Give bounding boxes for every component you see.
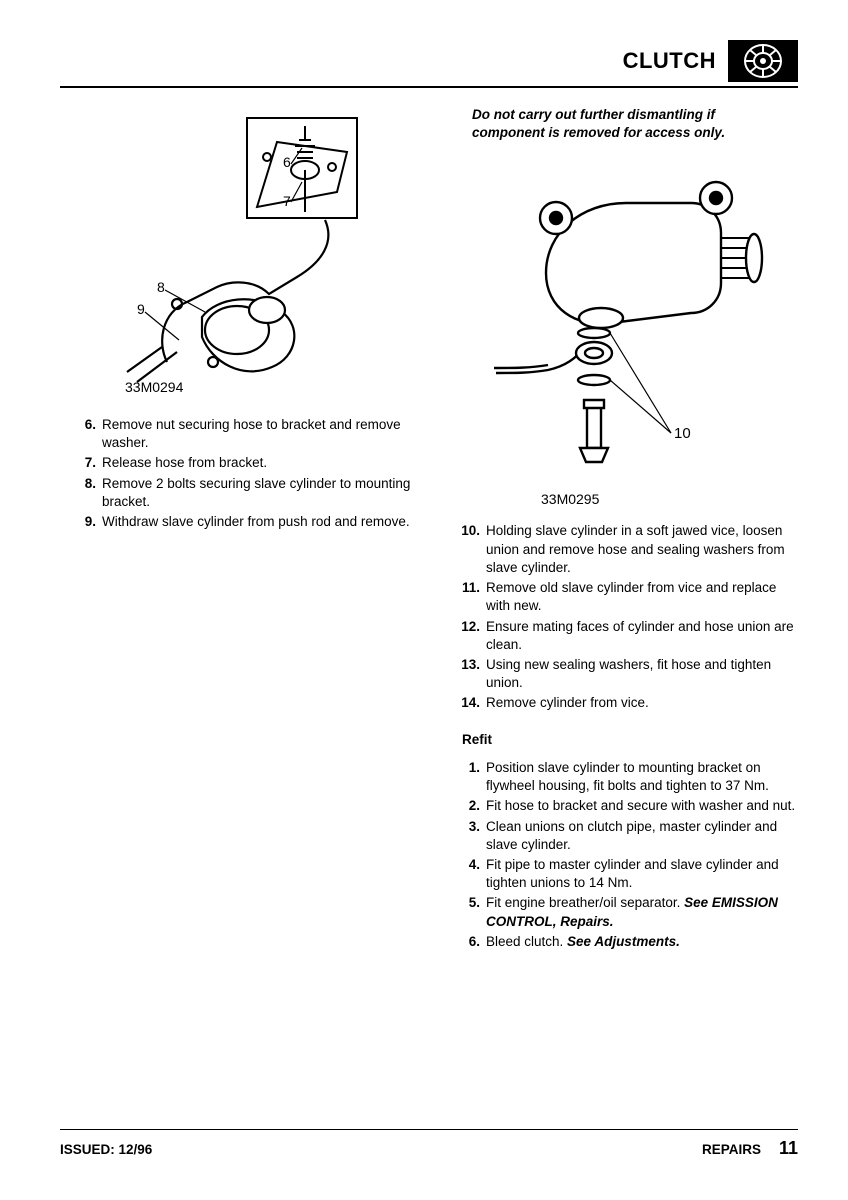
step-text: Holding slave cylinder in a soft jawed v… [486,522,798,577]
warning-line2: component is removed for access only. [472,125,725,140]
list-item: 2.Fit hose to bracket and secure with wa… [460,797,798,815]
page-header: CLUTCH [60,40,798,82]
step-num: 1. [460,759,486,795]
clutch-icon [728,40,798,82]
step-text: Remove 2 bolts securing slave cylinder t… [102,475,414,511]
step-num: 14. [460,694,486,712]
callout-10: 10 [674,425,691,442]
list-item: 8.Remove 2 bolts securing slave cylinder… [76,475,414,511]
footer-rule [60,1129,798,1130]
footer-row: ISSUED: 12/96 REPAIRS 11 [60,1136,798,1160]
callout-7: 7 [283,193,291,209]
left-steps: 6.Remove nut securing hose to bracket an… [60,416,414,531]
step-num: 6. [76,416,102,452]
list-item: 14.Remove cylinder from vice. [460,694,798,712]
step-text-plain: Fit engine breather/oil separator. [486,895,684,910]
step-text: Ensure mating faces of cylinder and hose… [486,618,798,654]
right-column: Do not carry out further dismantling if … [444,106,798,953]
header-rule [60,86,798,88]
list-item: 1.Position slave cylinder to mounting br… [460,759,798,795]
list-item: 6.Bleed clutch. See Adjustments. [460,933,798,951]
figure-ref-right: 33M0295 [541,491,600,507]
list-item: 5.Fit engine breather/oil separator. See… [460,894,798,930]
step-text-ref: See Adjustments. [567,934,680,949]
footer-page-number: 11 [779,1136,798,1160]
page-title: CLUTCH [623,46,716,76]
step-num: 3. [460,818,486,854]
content-columns: 6 7 8 9 [60,106,798,953]
list-item: 6.Remove nut securing hose to bracket an… [76,416,414,452]
step-num: 12. [460,618,486,654]
figure-ref-left: 33M0294 [125,379,184,395]
step-text-plain: Bleed clutch. [486,934,567,949]
step-text: Fit pipe to master cylinder and slave cy… [486,856,798,892]
step-num: 9. [76,513,102,531]
step-text: Withdraw slave cylinder from push rod an… [102,513,414,531]
list-item: 3.Clean unions on clutch pipe, master cy… [460,818,798,854]
step-num: 11. [460,579,486,615]
step-num: 10. [460,522,486,577]
step-text: Clean unions on clutch pipe, master cyli… [486,818,798,854]
list-item: 10.Holding slave cylinder in a soft jawe… [460,522,798,577]
step-num: 13. [460,656,486,692]
list-item: 4.Fit pipe to master cylinder and slave … [460,856,798,892]
list-item: 12.Ensure mating faces of cylinder and h… [460,618,798,654]
step-text: Remove cylinder from vice. [486,694,798,712]
step-num: 4. [460,856,486,892]
step-text: Remove old slave cylinder from vice and … [486,579,798,615]
step-num: 7. [76,454,102,472]
warning-text: Do not carry out further dismantling if … [472,106,798,142]
step-num: 5. [460,894,486,930]
list-item: 13.Using new sealing washers, fit hose a… [460,656,798,692]
list-item: 7.Release hose from bracket. [76,454,414,472]
footer-section: REPAIRS [702,1141,761,1159]
left-column: 6 7 8 9 [60,106,414,953]
footer-issued: ISSUED: 12/96 [60,1141,152,1159]
callout-8: 8 [157,279,165,295]
list-item: 11.Remove old slave cylinder from vice a… [460,579,798,615]
step-text: Fit hose to bracket and secure with wash… [486,797,798,815]
step-text: Remove nut securing hose to bracket and … [102,416,414,452]
step-num: 6. [460,933,486,951]
step-text: Bleed clutch. See Adjustments. [486,933,798,951]
step-text: Release hose from bracket. [102,454,414,472]
page-footer: ISSUED: 12/96 REPAIRS 11 [60,1129,798,1160]
warning-line1: Do not carry out further dismantling if [472,107,715,122]
figure-33m0295: 10 33M0295 [444,148,798,508]
step-text: Fit engine breather/oil separator. See E… [486,894,798,930]
refit-steps: 1.Position slave cylinder to mounting br… [444,759,798,951]
footer-right: REPAIRS 11 [702,1136,798,1160]
step-text: Using new sealing washers, fit hose and … [486,656,798,692]
list-item: 9.Withdraw slave cylinder from push rod … [76,513,414,531]
refit-heading: Refit [462,731,798,749]
callout-6: 6 [283,154,291,170]
step-num: 8. [76,475,102,511]
step-num: 2. [460,797,486,815]
step-text: Position slave cylinder to mounting brac… [486,759,798,795]
callout-9: 9 [137,301,145,317]
figure-33m0294: 6 7 8 9 [60,112,414,402]
right-steps: 10.Holding slave cylinder in a soft jawe… [444,522,798,712]
